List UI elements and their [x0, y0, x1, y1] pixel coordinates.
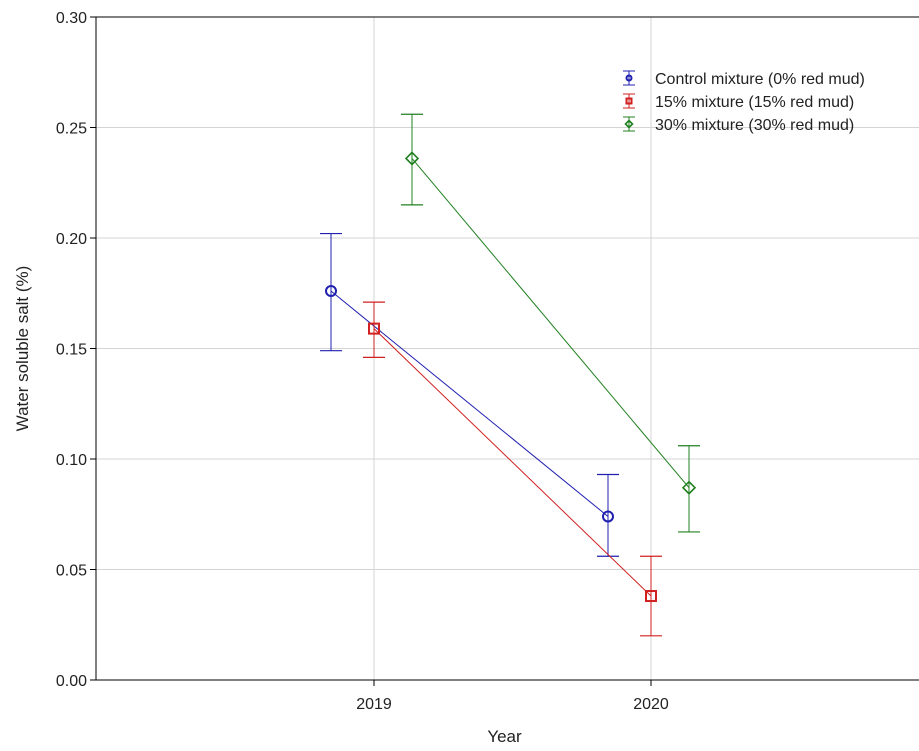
- series-3: [401, 113, 700, 533]
- legend-marker: [625, 97, 633, 105]
- series-line: [330, 290, 609, 517]
- data-point: [368, 322, 380, 335]
- x-axis-ticks: 2019 2020: [356, 680, 669, 713]
- legend-item: Control mixture (0% red mud): [623, 70, 865, 88]
- y-tick-label: 0.25: [56, 121, 87, 138]
- y-axis-ticks: 0.00 0.05 0.10 0.15 0.20 0.25 0.30: [56, 10, 96, 690]
- data-point: [645, 590, 657, 603]
- series-1: [320, 232, 619, 557]
- legend-item: 30% mixture (30% red mud): [623, 116, 854, 134]
- x-tick-label: 2020: [633, 696, 669, 713]
- data-point: [325, 285, 337, 298]
- legend: Control mixture (0% red mud) 15% mixture …: [623, 70, 865, 134]
- y-tick-label: 0.20: [56, 231, 87, 248]
- legend-label: 15% mixture (15% red mud): [655, 94, 854, 111]
- series-layer: [320, 113, 700, 637]
- y-axis-title: Water soluble salt (%): [13, 266, 32, 432]
- y-tick-label: 0.30: [56, 10, 87, 27]
- data-point: [681, 480, 697, 495]
- x-axis-title: Year: [487, 727, 522, 746]
- data-point: [602, 510, 614, 523]
- x-tick-label: 2019: [356, 696, 392, 713]
- legend-marker: [624, 119, 634, 129]
- legend-item: 15% mixture (15% red mud): [623, 93, 854, 111]
- series-line: [411, 158, 690, 489]
- legend-marker: [625, 74, 633, 82]
- y-tick-label: 0.10: [56, 452, 87, 469]
- data-point: [404, 151, 420, 166]
- y-tick-label: 0.00: [56, 673, 87, 690]
- legend-label: Control mixture (0% red mud): [655, 71, 865, 88]
- series-2: [363, 301, 662, 637]
- series-line: [373, 328, 652, 597]
- y-tick-label: 0.05: [56, 563, 87, 580]
- legend-label: 30% mixture (30% red mud): [655, 117, 854, 134]
- y-tick-label: 0.15: [56, 342, 87, 359]
